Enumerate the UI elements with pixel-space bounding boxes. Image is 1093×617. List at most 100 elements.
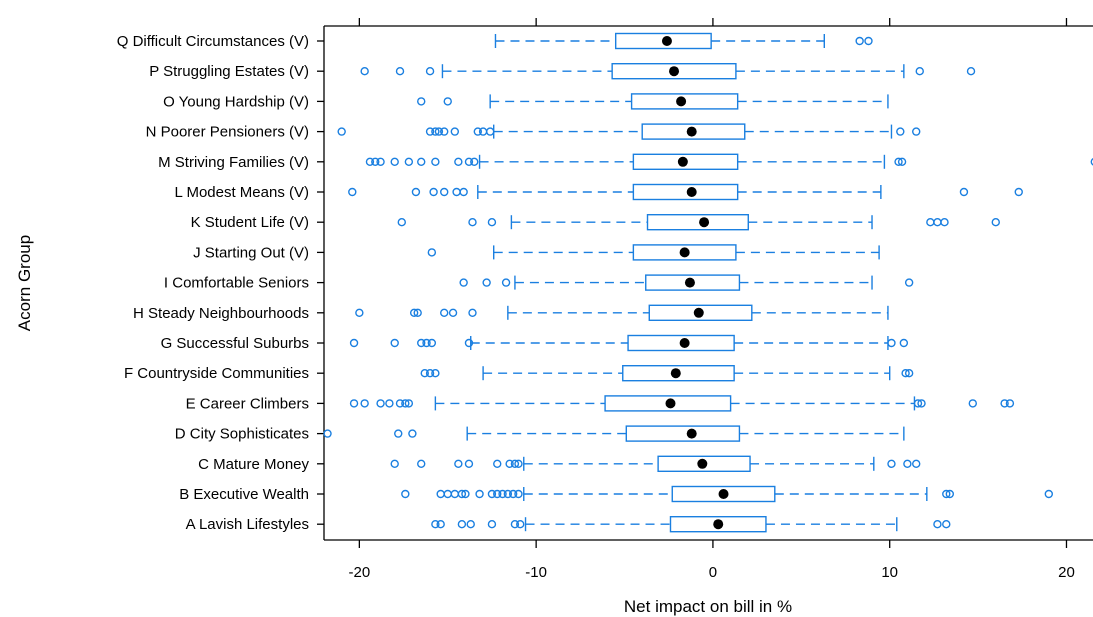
outlier-point [901,369,910,378]
category-label: L Modest Means (V) [175,184,310,201]
outlier-point [425,127,435,136]
outlier-point [404,399,414,408]
outlier-point [508,489,518,499]
outlier-point [440,187,449,197]
outlier-point [401,489,410,499]
outlier-point [349,399,359,408]
outlier-point [459,187,468,197]
outlier-point [514,459,523,468]
outlier-point [371,157,380,167]
outlier-point [487,489,497,499]
outlier-point [904,369,914,378]
outlier-point [461,489,470,499]
outlier-point [390,157,399,167]
outlier-point [385,399,394,408]
outlier-point [443,97,452,106]
outlier-point [457,520,467,529]
outlier-point [360,399,369,408]
outlier-point [912,459,921,468]
y-axis-title: Acorn Group [15,235,34,331]
median-marker [669,66,680,77]
median-marker [679,338,690,348]
outlier-point [464,338,474,348]
outlier-point [468,308,477,317]
median-marker [665,398,676,409]
outlier-point [933,217,942,227]
outlier-point [1005,399,1015,408]
category-label: D City Sophisticates [175,426,309,443]
outlier-point [510,520,520,529]
outlier-point [903,459,912,468]
median-marker [713,519,724,530]
outlier-point [394,429,403,438]
outlier-point [501,278,511,287]
outlier-point [417,157,426,167]
x-tick-label: -10 [525,564,547,581]
outlier-point [896,127,905,136]
x-tick-label: 10 [881,564,898,581]
outlier-point [864,36,873,46]
outlier-point [945,489,955,499]
outlier-point [1000,399,1009,408]
category-label: M Striving Families (V) [158,154,309,171]
outlier-point [894,157,903,167]
outlier-point [1044,489,1054,499]
outlier-point [503,489,513,499]
outlier-point [514,489,523,499]
category-label: K Student Life (V) [191,214,309,231]
outlier-point [431,369,440,378]
category-label: H Steady Neighbourhoods [133,305,309,322]
outlier-point [417,97,426,106]
outlier-point [959,187,969,197]
iqr-box [625,425,741,442]
outlier-point [390,338,399,348]
outlier-point [485,127,495,136]
category-label: J Starting Out (V) [193,244,309,261]
category-label: N Poorer Pensioners (V) [146,124,309,141]
median-marker [686,187,697,197]
outlier-point [355,308,364,317]
x-tick-label: -20 [349,564,371,581]
outlier-point [942,520,951,529]
outlier-point [1090,157,1093,166]
outlier-point [409,308,419,317]
outlier-point [899,338,909,348]
outlier-point [968,399,977,408]
median-marker [676,96,687,107]
category-label: Q Difficult Circumstances (V) [117,33,309,50]
outlier-point [434,127,444,136]
category-label: P Struggling Estates (V) [149,63,309,80]
outlier-point [436,489,445,499]
outlier-point [425,66,435,76]
outlier-point [475,489,484,499]
outlier-point [933,520,942,529]
median-marker [677,156,688,167]
outlier-point [436,520,445,529]
outlier-point [966,66,976,76]
outlier-point [425,369,435,378]
median-marker [686,126,697,137]
outlier-point [431,520,440,529]
iqr-box [646,213,749,231]
outlier-point [468,217,477,227]
outlier-point [422,338,431,348]
outlier-point [397,217,406,227]
outlier-point [348,187,357,197]
outlier-point [926,217,935,227]
outlier-point [1014,187,1023,197]
outlier-point [454,157,463,167]
median-marker [697,458,708,469]
outlier-point [917,399,926,408]
outlier-point [360,66,369,76]
outlier-point [390,459,399,468]
outlier-point [427,248,437,257]
outlier-point [413,308,422,317]
outlier-point [448,308,458,317]
outlier-point [487,217,497,227]
outlier-point [450,127,460,136]
median-marker [718,489,729,499]
outlier-point [459,278,468,287]
outlier-point [337,127,346,136]
outlier-point [505,459,514,468]
median-marker [684,277,695,288]
